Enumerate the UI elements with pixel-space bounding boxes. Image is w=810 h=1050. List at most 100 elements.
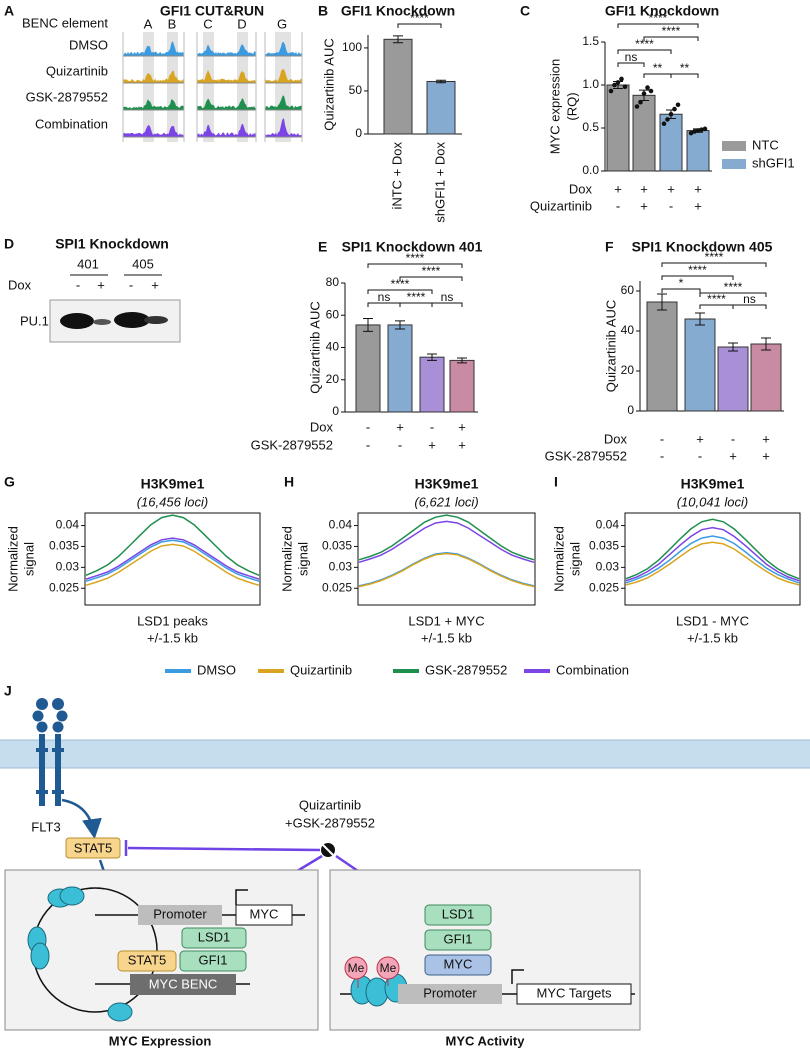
y-axis-label: (RQ) xyxy=(564,92,579,120)
y-tick-label: 0 xyxy=(332,404,339,418)
condition-sign: + xyxy=(458,437,466,452)
signal-track xyxy=(123,99,184,110)
signal-line xyxy=(85,543,260,587)
signal-line xyxy=(358,520,535,564)
x-axis-label: LSD1 - MYC xyxy=(676,613,749,628)
significance-label: ns xyxy=(378,290,391,304)
enhancer-box xyxy=(130,974,236,995)
cell-line-label: 405 xyxy=(132,256,154,271)
signal-track xyxy=(265,118,302,137)
data-point xyxy=(634,104,640,109)
promoter-box xyxy=(398,984,502,1004)
condition-sign: + xyxy=(694,181,702,196)
legend-swatch xyxy=(722,159,746,169)
promoter-label: Promoter xyxy=(423,985,477,1000)
condition-sign: + xyxy=(694,198,702,213)
signal-track xyxy=(197,123,256,137)
dox-sign: + xyxy=(151,277,159,292)
x-axis-label: LSD1 + MYC xyxy=(408,613,484,628)
condition-sign: + xyxy=(640,198,648,213)
box-caption: MYC Expression xyxy=(109,1033,212,1048)
bar xyxy=(646,301,678,412)
lsd1-label: LSD1 xyxy=(198,929,231,944)
bar xyxy=(387,324,413,413)
gene-box xyxy=(235,904,293,926)
significance-bracket xyxy=(699,292,767,297)
y-tick-label: 40 xyxy=(621,323,635,337)
y-tick-label: 0.5 xyxy=(582,120,599,134)
lsd1-box xyxy=(424,904,492,926)
y-tick-label: 0.025 xyxy=(322,580,352,594)
y-axis-label: MYC expression xyxy=(547,59,562,154)
error-bar xyxy=(395,320,405,330)
y-tick-label: 0.04 xyxy=(329,518,353,532)
legend-label: Combination xyxy=(556,662,629,677)
signal-line xyxy=(358,552,535,588)
panel-label: B xyxy=(318,3,328,19)
chart-title: H3K9me1 xyxy=(141,476,205,492)
condition-sign: + xyxy=(428,437,436,452)
y-tick-label: 0.035 xyxy=(322,539,352,553)
error-bar xyxy=(436,79,446,84)
bar xyxy=(686,130,710,172)
targets-label: MYC Targets xyxy=(537,985,612,1000)
gfi1-label: GFI1 xyxy=(199,952,228,967)
panel-label: J xyxy=(4,683,12,699)
activation-arrow xyxy=(61,798,102,839)
data-point xyxy=(695,128,701,133)
stat5-box xyxy=(65,837,121,859)
y-tick-label: 0.04 xyxy=(596,518,620,532)
dox-sign: - xyxy=(129,277,133,292)
x-tick-label: shGFI1 + Dox xyxy=(432,142,447,223)
significance-bracket xyxy=(732,304,767,309)
condition-sign: + xyxy=(640,181,648,196)
y-tick-label: 40 xyxy=(326,340,340,354)
signal-line xyxy=(85,537,260,580)
condition-label: GSK-2879552 xyxy=(545,448,627,463)
gfi1-label: GFI1 xyxy=(444,931,473,946)
legend-label: DMSO xyxy=(197,662,236,677)
y-tick-label: 0.035 xyxy=(589,539,619,553)
data-point xyxy=(702,126,708,132)
legend-label: shGFI1 xyxy=(752,155,795,170)
element-shade xyxy=(237,32,248,142)
significance-label: **** xyxy=(406,251,425,265)
error-bar xyxy=(761,337,771,351)
significance-bracket xyxy=(367,263,463,268)
significance-bracket xyxy=(617,62,645,67)
x-axis-label: +/-1.5 kb xyxy=(147,630,198,645)
condition-label: Quizartinib xyxy=(530,198,592,213)
signal-track xyxy=(265,69,302,83)
condition-sign: - xyxy=(669,198,673,213)
data-point xyxy=(675,102,681,108)
signal-line xyxy=(358,551,535,587)
promoter-box xyxy=(138,905,222,925)
signal-line xyxy=(85,539,260,582)
band xyxy=(93,319,111,325)
plot-frame xyxy=(624,512,801,606)
condition-sign: + xyxy=(762,448,770,463)
lsd1-box xyxy=(181,927,247,949)
enhancer-label: MYC BENC xyxy=(149,976,218,991)
myc-box xyxy=(424,954,492,976)
panel-title: GFI1 CUT&RUN xyxy=(160,3,264,19)
drug-label: Quizartinib xyxy=(299,797,361,812)
legend-label: NTC xyxy=(752,137,779,152)
data-point xyxy=(688,130,694,136)
box-caption: MYC Activity xyxy=(446,1033,526,1048)
row-header: BENC element xyxy=(22,15,108,30)
significance-bracket xyxy=(431,302,463,307)
significance-label: **** xyxy=(391,277,410,291)
bar xyxy=(750,343,782,412)
condition-label: GSK-2879552 xyxy=(251,437,333,452)
y-tick-label: 0.0 xyxy=(582,163,599,177)
y-tick-label: 20 xyxy=(621,363,635,377)
signal-track xyxy=(197,44,256,56)
legend-label: GSK-2879552 xyxy=(425,662,507,677)
signal-line xyxy=(85,514,260,576)
band xyxy=(114,312,150,328)
y-tick-label: 0.025 xyxy=(49,580,79,594)
y-tick-label: 20 xyxy=(326,372,340,386)
promoter-label: Promoter xyxy=(153,906,207,921)
legend-swatch xyxy=(722,141,746,151)
